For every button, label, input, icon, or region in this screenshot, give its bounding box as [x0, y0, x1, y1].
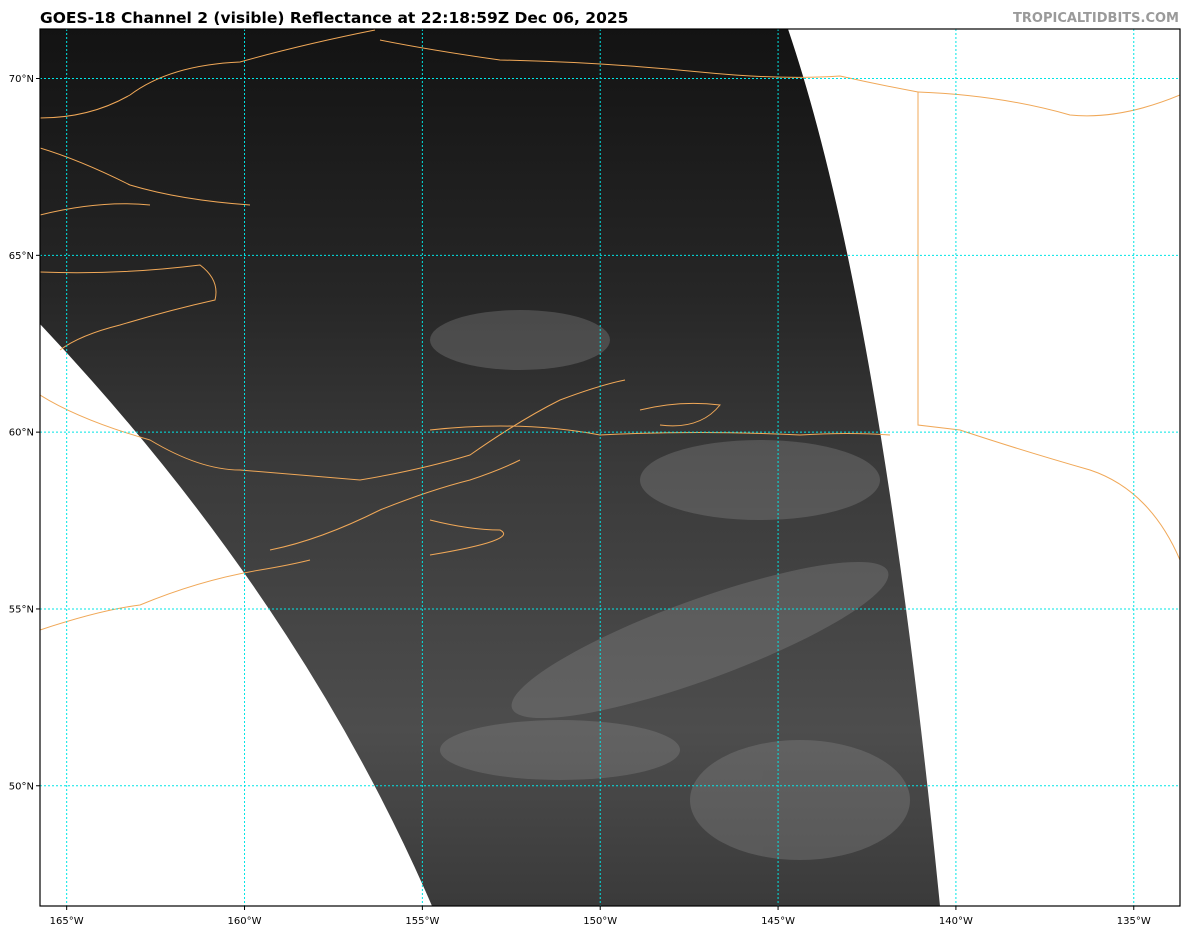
lat-tick-label: 60°N	[9, 428, 34, 439]
coastlines	[40, 29, 1180, 631]
lon-tick-label: 140°W	[939, 916, 973, 927]
lon-tick-label: 155°W	[405, 916, 439, 927]
gridlines	[40, 29, 1180, 906]
lon-tick-label: 135°W	[1117, 916, 1151, 927]
map-title: GOES-18 Channel 2 (visible) Reflectance …	[40, 9, 629, 27]
lat-tick-label: 65°N	[9, 251, 34, 262]
cloud-texture	[430, 310, 910, 860]
plot-frame	[39, 28, 1181, 907]
lat-tick-label: 50°N	[9, 781, 34, 792]
satellite-imagery-swath	[40, 29, 940, 906]
lat-tick-label: 70°N	[9, 74, 34, 85]
site-credit: TROPICALTIDBITS.COM	[1013, 11, 1179, 26]
lon-tick-label: 160°W	[228, 916, 262, 927]
lon-tick-label: 165°W	[50, 916, 84, 927]
lon-tick-label: 145°W	[761, 916, 795, 927]
lon-tick-label: 150°W	[583, 916, 617, 927]
lat-tick-label: 55°N	[9, 604, 34, 615]
axis-ticks: 165°W 160°W 155°W 150°W 145°W 140°W 135°W 70°N 6…	[9, 74, 1151, 927]
